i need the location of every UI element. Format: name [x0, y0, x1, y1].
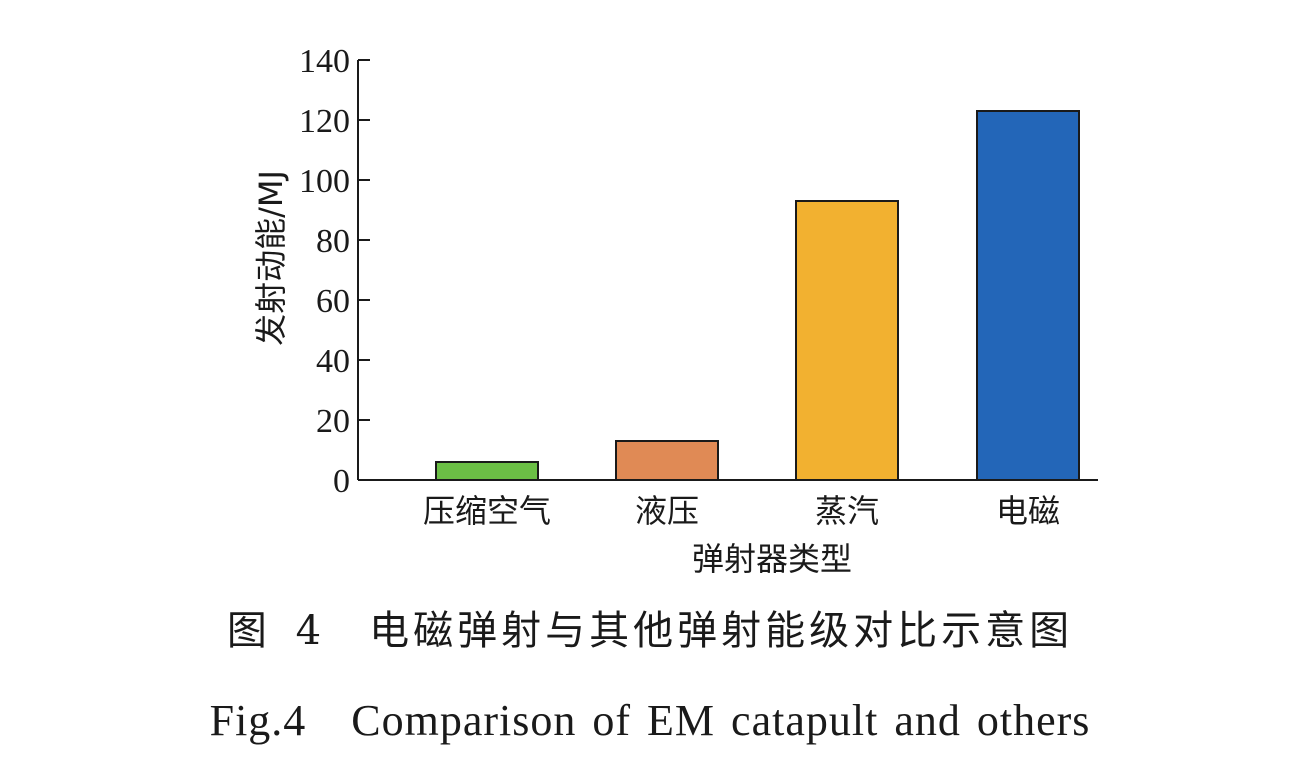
x-tick-label: 蒸汽: [815, 492, 879, 530]
bar-2: [615, 440, 719, 481]
x-axis-tick-labels: 压缩空气 液压 蒸汽 电磁: [423, 492, 1060, 530]
y-tick-label: 60: [316, 283, 350, 320]
y-axis-title: 发射动能/MJ: [252, 170, 290, 346]
figure-caption-english: Fig.4 Comparison of EM catapult and othe…: [209, 696, 1091, 745]
y-axis-ticks: 0 20 40 60 80 100 120 140: [299, 43, 370, 500]
bars: [435, 110, 1080, 481]
figure-caption-chinese: 图 4 电磁弹射与其他弹射能级对比示意图: [226, 608, 1074, 654]
x-tick-label: 液压: [635, 492, 699, 530]
y-tick-label: 40: [316, 343, 350, 380]
y-tick-label: 0: [333, 463, 350, 500]
x-axis-title: 弹射器类型: [692, 540, 852, 578]
x-tick-label: 压缩空气: [423, 492, 551, 530]
bar-3: [795, 200, 899, 481]
y-tick-label: 140: [299, 43, 350, 80]
y-tick-label: 80: [316, 223, 350, 260]
bar-4: [976, 110, 1080, 481]
bar-1: [435, 461, 539, 481]
y-tick-label: 20: [316, 403, 350, 440]
y-tick-label: 120: [299, 103, 350, 140]
x-tick-label: 电磁: [996, 492, 1060, 530]
y-tick-label: 100: [299, 163, 350, 200]
bar-chart: 0 20 40 60 80 100 120 140 压缩空气 液压 蒸汽 电磁 发射动能/MJ 弹射…: [252, 43, 1098, 578]
